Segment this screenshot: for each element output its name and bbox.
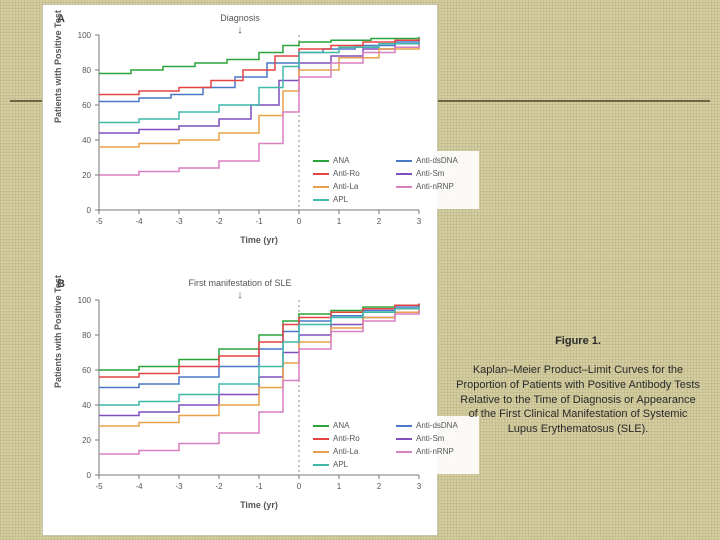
legend-swatch (313, 425, 329, 427)
legend-item: Anti-La (313, 445, 392, 458)
svg-text:-3: -3 (175, 217, 183, 226)
legend-label: Anti-nRNP (416, 182, 454, 191)
svg-text:80: 80 (82, 66, 91, 75)
legend-label: APL (333, 460, 348, 469)
legend-item: Anti-La (313, 180, 392, 193)
panel-a-y-label: Patients with Positive Test (53, 10, 63, 123)
panel-a-x-label: Time (yr) (99, 235, 419, 245)
svg-text:20: 20 (82, 436, 91, 445)
legend-item: APL (313, 458, 392, 471)
panel-a-plot: 020406080100-5-4-3-2-10123 ANAAnti-dsDNA… (99, 35, 419, 210)
panel-b-x-label: Time (yr) (99, 500, 419, 510)
legend-item: Anti-dsDNA (396, 154, 475, 167)
svg-text:80: 80 (82, 331, 91, 340)
svg-text:-2: -2 (215, 217, 223, 226)
caption-body: Kaplan–Meier Product–Limit Curves for th… (455, 363, 701, 437)
svg-text:40: 40 (82, 136, 91, 145)
panel-b-legend: ANA Anti-dsDNA Anti-Ro Anti-Sm Anti-La Anti-n… (309, 416, 479, 474)
svg-text:40: 40 (82, 401, 91, 410)
svg-text:-5: -5 (95, 217, 103, 226)
svg-text:100: 100 (78, 296, 92, 305)
legend-swatch (313, 438, 329, 440)
legend-swatch (396, 451, 412, 453)
svg-text:100: 100 (78, 31, 92, 40)
legend-swatch (313, 464, 329, 466)
svg-text:1: 1 (337, 482, 342, 491)
legend-item: APL (313, 193, 392, 206)
svg-text:1: 1 (337, 217, 342, 226)
legend-item: Anti-nRNP (396, 445, 475, 458)
svg-text:60: 60 (82, 101, 91, 110)
panel-b-plot: 020406080100-5-4-3-2-10123 ANAAnti-dsDNA… (99, 300, 419, 475)
svg-text:3: 3 (417, 217, 422, 226)
legend-swatch (396, 186, 412, 188)
legend-item (396, 458, 475, 471)
svg-text:-4: -4 (135, 482, 143, 491)
legend-label: ANA (333, 156, 349, 165)
legend-label: Anti-nRNP (416, 447, 454, 456)
svg-text:-2: -2 (215, 482, 223, 491)
legend-swatch (396, 160, 412, 162)
svg-text:-4: -4 (135, 217, 143, 226)
legend-label: Anti-Ro (333, 169, 360, 178)
legend-label: Anti-dsDNA (416, 156, 458, 165)
svg-text:0: 0 (297, 217, 302, 226)
legend-label: Anti-Sm (416, 169, 444, 178)
panel-b: B First manifestation of SLE ↓ Patients … (43, 270, 437, 535)
svg-text:60: 60 (82, 366, 91, 375)
legend-label: Anti-Sm (416, 434, 444, 443)
legend-label: Anti-dsDNA (416, 421, 458, 430)
svg-text:0: 0 (87, 471, 92, 480)
legend-label: APL (333, 195, 348, 204)
legend-item: Anti-Ro (313, 432, 392, 445)
svg-text:3: 3 (417, 482, 422, 491)
legend-item: ANA (313, 154, 392, 167)
legend-swatch (313, 160, 329, 162)
svg-text:0: 0 (297, 482, 302, 491)
legend-swatch (313, 173, 329, 175)
legend-item: Anti-Ro (313, 167, 392, 180)
svg-text:0: 0 (87, 206, 92, 215)
legend-item (396, 193, 475, 206)
svg-text:2: 2 (377, 217, 382, 226)
legend-swatch (313, 199, 329, 201)
svg-text:-1: -1 (255, 217, 263, 226)
figure-container: A Diagnosis ↓ Patients with Positive Tes… (42, 4, 438, 536)
panel-a: A Diagnosis ↓ Patients with Positive Tes… (43, 5, 437, 270)
legend-label: ANA (333, 421, 349, 430)
legend-item: Anti-Sm (396, 167, 475, 180)
svg-text:-1: -1 (255, 482, 263, 491)
legend-swatch (313, 186, 329, 188)
legend-label: Anti-La (333, 182, 358, 191)
panel-a-legend: ANA Anti-dsDNA Anti-Ro Anti-Sm Anti-La Anti-n… (309, 151, 479, 209)
svg-text:-5: -5 (95, 482, 103, 491)
legend-item: ANA (313, 419, 392, 432)
panel-b-y-label: Patients with Positive Test (53, 275, 63, 388)
legend-item: Anti-nRNP (396, 180, 475, 193)
svg-text:20: 20 (82, 171, 91, 180)
legend-swatch (396, 173, 412, 175)
panel-a-title: Diagnosis (220, 13, 260, 23)
legend-swatch (396, 425, 412, 427)
legend-swatch (396, 438, 412, 440)
legend-label: Anti-Ro (333, 434, 360, 443)
legend-swatch (313, 451, 329, 453)
legend-label: Anti-La (333, 447, 358, 456)
panel-b-title: First manifestation of SLE (188, 278, 291, 288)
svg-text:-3: -3 (175, 482, 183, 491)
figure-caption: Figure 1. Kaplan–Meier Product–Limit Cur… (455, 334, 701, 437)
svg-text:2: 2 (377, 482, 382, 491)
slide-background: A Diagnosis ↓ Patients with Positive Tes… (0, 0, 720, 540)
caption-title: Figure 1. (455, 334, 701, 349)
